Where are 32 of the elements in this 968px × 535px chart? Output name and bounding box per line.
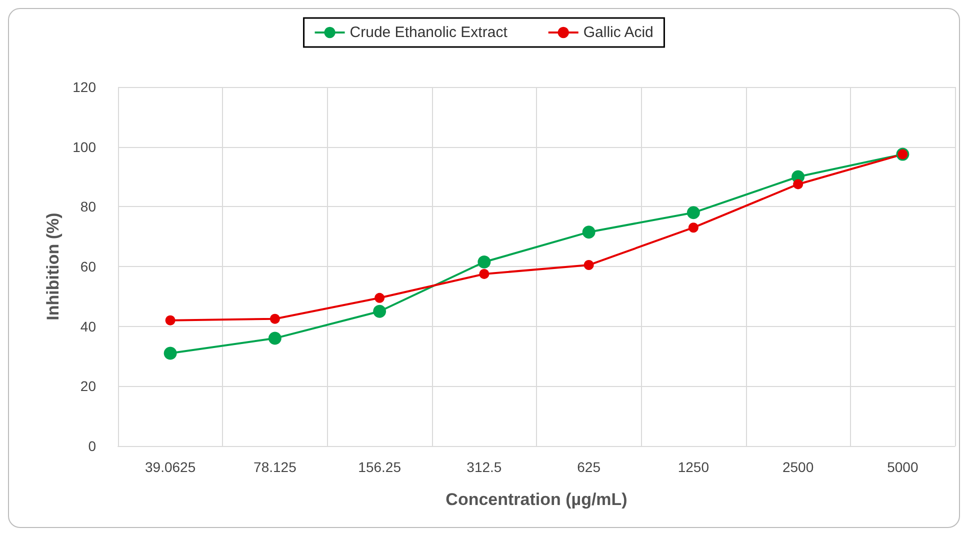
x-tick-label: 2500 [782,459,814,475]
point [478,256,491,269]
point [270,314,280,324]
point [584,260,594,270]
y-tick-label: 40 [80,318,96,334]
y-tick-label: 0 [88,438,96,454]
x-tick-label: 312.5 [466,459,502,475]
x-tick-label: 625 [577,459,601,475]
x-tick-label: 5000 [887,459,918,475]
y-tick-label: 100 [72,138,96,155]
y-tick-label: 120 [72,79,96,95]
point [165,315,176,326]
x-tick-label: 156.25 [358,459,402,475]
legend-label: Gallic Acid [583,24,654,41]
y-tick-label: 20 [80,378,96,394]
point [374,292,385,303]
legend-label: Crude Ethanolic Extract [350,24,508,41]
point [268,332,282,345]
point [164,346,177,360]
point [793,179,804,190]
point [373,304,386,318]
y-axis-title: Inhibition (%) [44,212,63,320]
x-axis-title: Concentration (µg/mL) [446,490,628,509]
x-tick-label: 1250 [678,459,710,475]
x-tick-label: 78.125 [254,459,297,475]
point [479,268,490,279]
y-tick-label: 80 [80,198,96,215]
point [686,206,700,220]
point [688,222,698,233]
point [582,226,596,239]
y-tick-label: 60 [80,258,96,274]
x-tick-label: 39.0625 [145,459,196,475]
